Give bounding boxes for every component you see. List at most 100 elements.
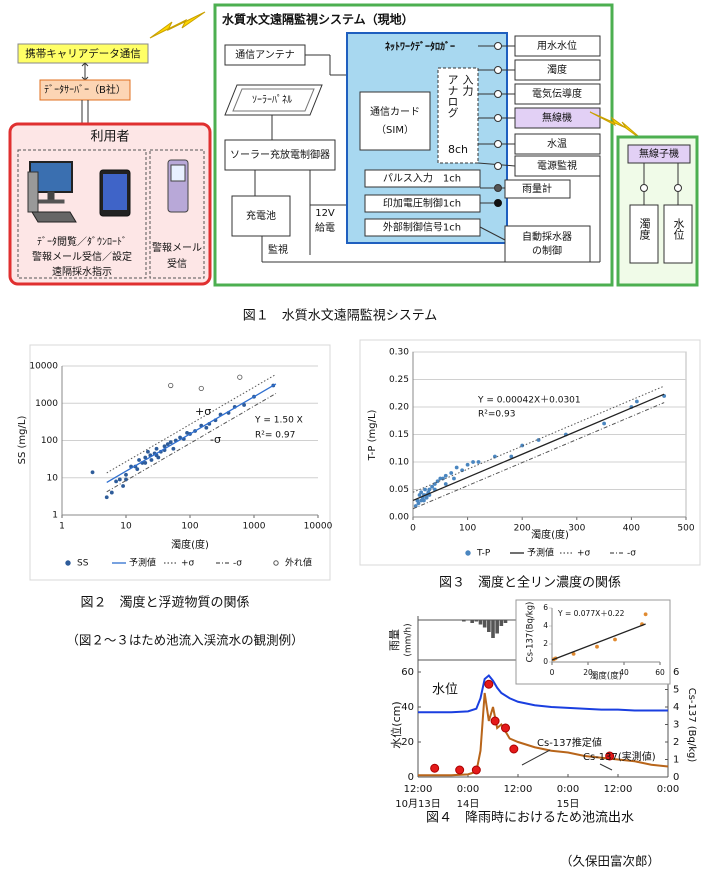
data-point: [149, 458, 154, 462]
measured-point: [484, 679, 494, 689]
measured-point: [501, 723, 510, 733]
label: 無線機: [542, 111, 572, 124]
measured-point: [430, 763, 440, 773]
label: 8ch: [448, 143, 468, 156]
data-point: [452, 476, 456, 481]
x-tick-label: 10: [120, 522, 132, 532]
y-tick-label: 0.05: [389, 485, 409, 495]
connector: [81, 62, 86, 67]
data-point: [413, 504, 418, 508]
box: [17, 149, 147, 279]
x-tick-label: 0:00: [557, 784, 579, 795]
data-point: [465, 462, 470, 467]
legend-label: 外れ値: [285, 557, 312, 569]
fit-line: [551, 623, 646, 661]
x-axis-label: 濁度(度): [590, 671, 622, 682]
data-point: [90, 470, 95, 475]
box: [364, 169, 481, 188]
y-tick-label: 0: [408, 772, 414, 783]
data-point: [104, 495, 109, 500]
keyboard: [31, 211, 77, 223]
figure-caption: 図２ 濁度と浮遊物質の関係: [80, 595, 249, 611]
leader: [521, 749, 551, 766]
box: [627, 144, 691, 164]
y-tick-label: 10: [47, 473, 59, 483]
box: [17, 43, 149, 64]
annotation: R²= 0.97: [255, 431, 295, 441]
data-point: [424, 495, 429, 500]
measured-point: [490, 716, 500, 726]
legend-label: 予測値: [527, 547, 554, 559]
label: パルス入力 1ch: [383, 172, 461, 185]
label: （久保田富次郎）: [560, 854, 660, 869]
rain-bar: [478, 620, 483, 625]
annotation: -σ: [210, 433, 221, 446]
y2-tick-label: 2: [673, 737, 679, 748]
data-point: [146, 449, 150, 454]
data-point: [471, 460, 475, 464]
data-point: [416, 501, 421, 506]
legend-label: SS: [77, 559, 89, 569]
annotation: Cs-137推定値: [537, 736, 602, 749]
connector-dot: [640, 184, 648, 192]
fit-line: [106, 393, 277, 493]
box: [27, 171, 39, 213]
data-point: [460, 468, 465, 473]
chart3-frame: [359, 339, 701, 566]
rain-bar: [470, 620, 474, 623]
y-axis-label: 水位(cm): [389, 701, 403, 748]
fit-line: [106, 383, 277, 483]
x-tick-label: 1000: [243, 522, 266, 532]
label: 給電: [315, 221, 335, 234]
x-tick-label: 20: [583, 668, 593, 677]
box: [224, 139, 336, 171]
label: 利用者: [90, 130, 129, 145]
label: 入力: [461, 74, 474, 96]
label: 無線子機: [639, 147, 679, 160]
data-point: [613, 637, 617, 642]
x-tick-label: 12:00: [404, 784, 433, 795]
solar-inner: [232, 88, 315, 112]
connector-dot: [494, 90, 502, 98]
data-point: [443, 473, 448, 478]
label: 監視: [268, 243, 288, 256]
x-tick-label: 100: [181, 522, 198, 532]
box: [359, 91, 431, 151]
label: ﾈｯﾄﾜｰｸﾃﾞｰﾀﾛｶﾞｰ: [385, 40, 455, 53]
x-tick-label: 300: [568, 524, 585, 534]
data-point: [419, 498, 424, 503]
label: 印加電圧制御1ch: [383, 197, 461, 210]
annotation: Y = 0.077X＋0.22: [557, 609, 625, 618]
y-axis-label: SS (mg/L): [17, 416, 28, 465]
data-point: [419, 490, 424, 495]
rain-bar: [495, 620, 499, 634]
y-tick-label: 100: [41, 436, 58, 446]
data-point: [165, 442, 170, 447]
annotation: Y = 0.00042X＋0.0301: [477, 395, 581, 406]
label: 充電池: [246, 209, 276, 222]
legend-label: -σ: [233, 559, 242, 569]
x-tick-label: 0:00: [457, 784, 479, 795]
y-tick-label: 2: [543, 639, 548, 648]
y2-tick-label: 0: [673, 772, 679, 783]
y-tick-label: 0.00: [389, 513, 409, 523]
data-point: [124, 472, 128, 477]
data-point: [171, 446, 176, 451]
rain-bar: [462, 620, 466, 622]
rain-bar: [491, 620, 495, 638]
rain-label: (mm/h): [404, 623, 414, 656]
legend-swatch: [273, 560, 279, 566]
y-tick-label: 0.20: [389, 403, 409, 413]
fit-line: [412, 393, 665, 502]
rain-bar: [482, 620, 487, 628]
box: [437, 67, 479, 164]
label: ｿｰﾗｰﾊﾟﾈﾙ: [252, 94, 292, 106]
data-point: [571, 652, 576, 656]
data-point: [154, 446, 159, 451]
data-point: [143, 461, 148, 465]
measured-point: [605, 751, 615, 761]
connector-dot: [494, 140, 502, 148]
y-tick-label: 0.10: [389, 458, 409, 468]
x-tick-label: 0:00: [657, 784, 679, 795]
legend-label: +σ: [577, 549, 591, 559]
